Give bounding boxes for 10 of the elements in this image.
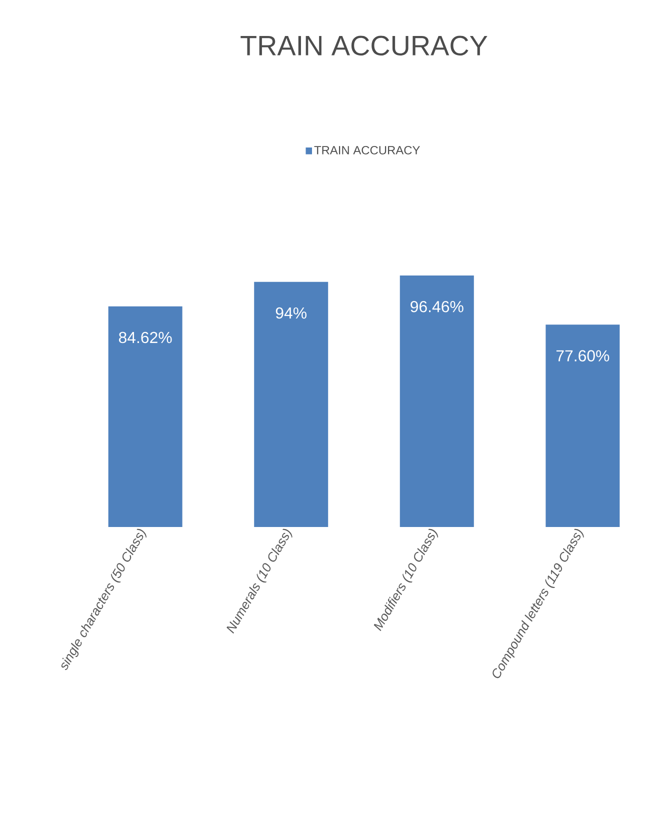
chart-title: TRAIN ACCURACY <box>240 36 488 56</box>
data-label: 77.60% <box>556 350 610 362</box>
data-label: 96.46% <box>410 300 464 312</box>
bar <box>400 275 474 527</box>
data-label: 94% <box>276 307 306 319</box>
bar <box>254 282 328 527</box>
legend-label: TRAIN ACCURACY <box>314 146 420 154</box>
bar <box>546 324 620 527</box>
bar <box>108 306 182 527</box>
data-label: 84.62% <box>118 332 172 344</box>
